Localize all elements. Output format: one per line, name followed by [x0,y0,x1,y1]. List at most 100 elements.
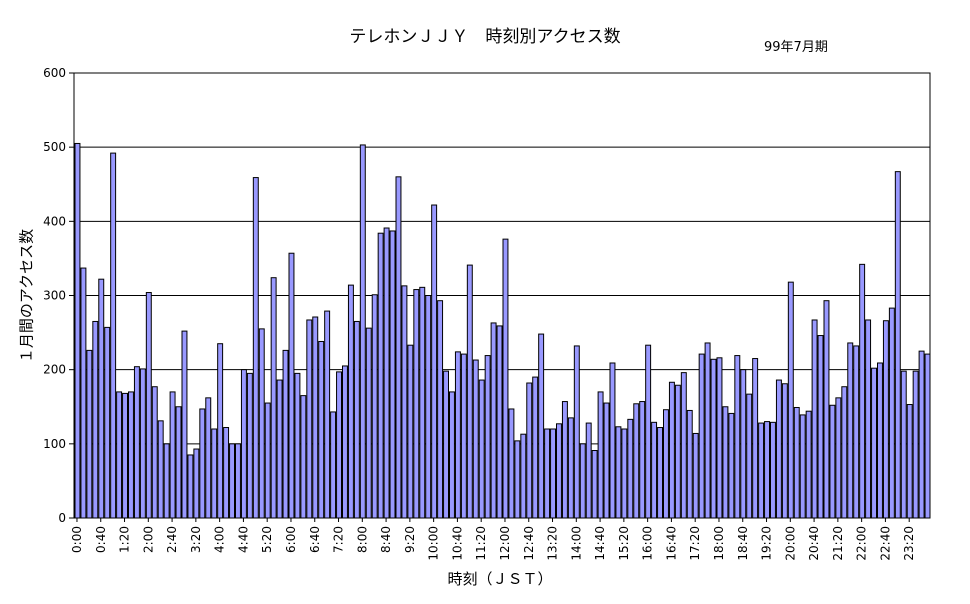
bar-10:30 [449,391,455,519]
x-tick-label: 22:40 [878,526,892,561]
bar-layer [74,142,931,519]
y-tick-label: 200 [43,363,66,377]
bar-3:00 [181,330,188,519]
bar-11:20 [478,379,485,519]
bar-22:40 [882,320,889,519]
bar-3:50 [211,428,218,519]
chart-subtitle: 99年7月期 [764,40,828,55]
bar-0:40 [98,278,105,519]
bar-17:50 [710,358,717,519]
x-tick-label: 11:20 [474,526,488,561]
bar-0:30 [92,320,99,519]
bar-21:10 [829,404,836,519]
bar-18:20 [728,412,735,519]
bar-19:40 [775,379,782,519]
axis-layer: 0 100 200 300 400 500 600 0:00 0:40 1:20 2:00 2:40 3… [43,66,930,561]
x-tick-label: 8:40 [379,526,393,553]
x-tick-label: 20:00 [783,526,797,561]
x-tick-label: 0:40 [94,526,108,553]
bar-22:50 [888,307,895,519]
x-tick-label: 2:00 [141,526,155,553]
bar-6:00 [288,252,295,519]
bar-1:10 [116,391,123,519]
bar-11:10 [472,359,479,519]
bar-16:20 [657,427,663,519]
bar-17:00 [680,372,687,519]
bar-9:40 [419,286,426,519]
x-tick-label: 20:40 [807,526,821,561]
x-tick-label: 4:00 [213,526,227,553]
bar-10:50 [460,353,467,519]
bar-3:30 [199,408,206,519]
bar-8:40 [383,227,390,519]
x-tick-label: 17:20 [688,526,702,561]
bar-6:50 [318,340,325,519]
x-tick-label: 8:00 [355,526,369,553]
bar-3:20 [193,448,200,519]
x-tick-label: 22:00 [855,526,869,561]
x-tick-label: 0:00 [70,526,84,553]
bar-16:00 [645,344,652,519]
x-tick-label: 18:40 [736,526,750,561]
bar-2:00 [145,292,152,519]
chart-title: テレホンＪＪＹ 時刻別アクセス数 [349,27,621,47]
bar-6:30 [306,319,313,519]
bar-1:50 [139,368,146,519]
bar-14:30 [591,450,598,519]
bar-10:20 [443,370,449,519]
y-tick-label: 600 [43,66,66,80]
x-tick-label: 4:40 [236,526,250,553]
bar-20:00 [787,281,794,519]
bar-1:40 [133,366,140,519]
bar-0:10 [80,267,87,519]
bar-14:40 [597,391,604,519]
x-tick-label: 6:00 [284,526,298,553]
x-tick-label: 3:20 [189,526,203,553]
x-tick-label: 23:20 [902,526,916,561]
bar-3:40 [205,397,212,519]
bar-17:20 [692,432,699,519]
y-tick-label: 300 [43,289,66,303]
bar-22:20 [871,367,877,519]
bar-21:20 [835,397,842,519]
bar-19:00 [752,358,759,519]
bar-15:30 [627,418,634,519]
bar-17:10 [686,409,693,519]
x-tick-label: 12:00 [498,526,512,561]
bar-11:30 [484,355,491,519]
bar-23:30 [912,370,919,519]
bar-20:10 [793,406,800,519]
bar-4:50 [246,372,253,519]
bar-6:10 [294,372,301,519]
x-tick-label: 18:00 [712,526,726,561]
bar-2:10 [151,386,158,519]
bar-12:30 [520,433,527,519]
bar-16:10 [651,421,658,519]
y-tick-label: 400 [43,214,66,228]
bar-3:10 [187,454,194,519]
bar-8:10 [365,327,372,519]
bar-7:30 [342,365,348,519]
bar-19:50 [781,383,788,519]
bar-9:50 [425,295,432,519]
bar-0:20 [86,349,93,519]
y-tick-label: 100 [43,437,66,451]
bar-8:30 [377,232,384,519]
bar-22:30 [877,362,883,519]
bar-9:00 [395,176,402,519]
bar-2:40 [169,391,176,519]
bar-17:40 [704,342,711,519]
bar-21:30 [841,386,848,519]
bar-12:10 [508,408,515,519]
bar-6:40 [312,316,319,519]
bar-23:10 [900,370,907,519]
bar-21:50 [853,345,860,519]
bar-4:40 [240,369,247,519]
bar-16:50 [674,384,681,519]
bar-6:20 [300,395,307,519]
bar-18:00 [716,357,723,519]
bar-19:30 [770,421,776,519]
bar-23:00 [894,171,901,519]
bar-18:30 [734,355,741,519]
